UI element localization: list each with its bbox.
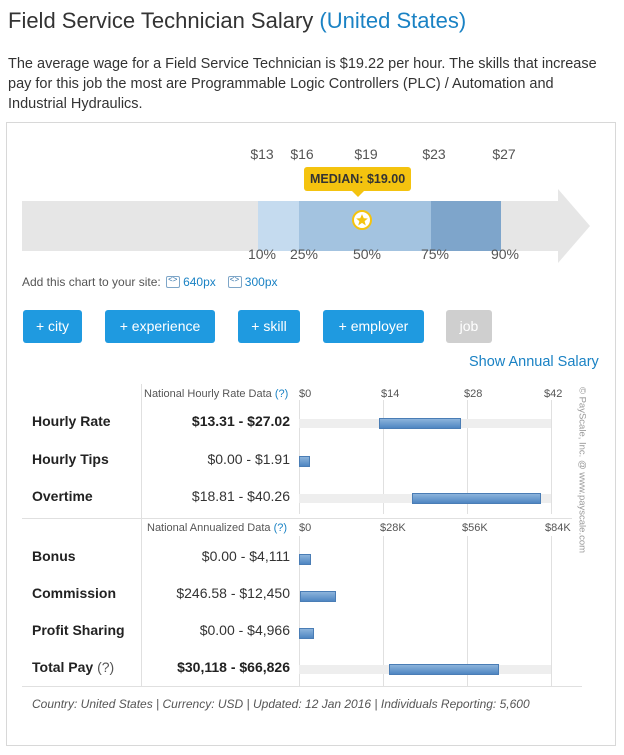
- embed-300-link[interactable]: 300px: [244, 275, 278, 289]
- annual-axis-1: $28K: [380, 522, 406, 534]
- embed-640-link[interactable]: 640px: [183, 275, 216, 289]
- pct-label-10: 10%: [247, 246, 277, 262]
- gridline: [551, 536, 552, 686]
- row-total-pay-range: $30,118 - $66,826: [177, 659, 290, 675]
- row-commission-label: Commission: [32, 585, 117, 601]
- row-hourly-tips-range: $0.00 - $1.91: [207, 451, 290, 467]
- filter-job-button: job: [446, 310, 492, 343]
- hourly-axis-2: $28: [464, 388, 483, 400]
- segment-p10-p25: [258, 201, 299, 251]
- hourly-section-heading: National Hourly Rate Data (?): [144, 388, 289, 400]
- median-star-icon: [352, 210, 372, 230]
- gridline: [383, 536, 384, 686]
- hourly-axis-0: $0: [299, 388, 312, 400]
- row-commission-range: $246.58 - $12,450: [176, 585, 290, 601]
- hourly-axis-1: $14: [381, 388, 400, 400]
- pct-money-10: $13: [250, 146, 274, 162]
- footer-meta: Country: United States | Currency: USD |…: [32, 697, 530, 711]
- row-hourly-tips-label: Hourly Tips: [32, 451, 109, 467]
- row-hourly-rate-range: $13.31 - $27.02: [191, 413, 290, 429]
- percentile-arrow-head: [558, 189, 590, 263]
- add-chart-text: Add this chart to your site:: [22, 275, 161, 289]
- add-chart-row: Add this chart to your site: 640px 300px: [22, 275, 278, 289]
- row-hourly-tips-bar: [299, 456, 311, 467]
- embed-code-icon[interactable]: [227, 275, 242, 288]
- embed-code-icon[interactable]: [166, 275, 181, 288]
- pct-money-25: $16: [290, 146, 314, 162]
- row-hourly-rate-label: Hourly Rate: [32, 413, 111, 429]
- segment-p75-p90: [431, 201, 501, 251]
- pct-money-50: $19: [354, 146, 378, 162]
- filter-city-button[interactable]: + city: [23, 310, 82, 343]
- annual-section-heading: National Annualized Data (?): [147, 522, 288, 534]
- pct-label-50: 50%: [352, 246, 382, 262]
- row-overtime-bar: [411, 493, 541, 504]
- annual-help-link[interactable]: (?): [273, 522, 288, 534]
- copyright-notice: © PayScale, Inc. @ www.payscale.com: [576, 386, 588, 554]
- hourly-axis-3: $42: [544, 388, 563, 400]
- gridline: [467, 536, 468, 686]
- row-overtime-range: $18.81 - $40.26: [191, 488, 290, 504]
- row-bonus-range: $0.00 - $4,111: [201, 548, 290, 564]
- gridline: [551, 400, 552, 514]
- title-job: Field Service Technician Salary: [8, 8, 314, 33]
- pct-label-90: 90%: [490, 246, 520, 262]
- title-location-link[interactable]: (United States): [319, 8, 467, 33]
- page-title: Field Service Technician Salary (United …: [8, 8, 466, 34]
- pct-money-90: $27: [492, 146, 516, 162]
- footer-divider: [22, 686, 582, 687]
- row-bonus-bar: [299, 554, 312, 565]
- annual-axis-3: $84K: [545, 522, 571, 534]
- row-total-pay-bar: [389, 664, 500, 675]
- row-profit-sharing-range: $0.00 - $4,966: [199, 622, 290, 638]
- filter-skill-button[interactable]: + skill: [238, 310, 300, 343]
- show-annual-salary-link[interactable]: Show Annual Salary: [469, 354, 599, 370]
- row-commission-bar: [299, 591, 337, 602]
- hourly-help-link[interactable]: (?): [274, 388, 289, 400]
- annual-axis-0: $0: [299, 522, 312, 534]
- section-divider: [22, 518, 572, 519]
- annual-axis-2: $56K: [462, 522, 488, 534]
- row-hourly-rate-bar: [378, 418, 462, 429]
- gridline: [383, 400, 384, 514]
- row-profit-sharing-bar: [299, 628, 314, 639]
- salary-description: The average wage for a Field Service Tec…: [8, 56, 597, 112]
- filter-experience-button[interactable]: + experience: [105, 310, 215, 343]
- row-total-pay-label: Total Pay (?): [32, 659, 115, 675]
- row-overtime-label: Overtime: [32, 488, 93, 504]
- median-tag: MEDIAN: $19.00: [304, 167, 412, 197]
- pct-label-75: 75%: [420, 246, 450, 262]
- pct-money-75: $23: [422, 146, 446, 162]
- pct-label-25: 25%: [289, 246, 319, 262]
- filter-employer-button[interactable]: + employer: [323, 310, 424, 343]
- row-profit-sharing-label: Profit Sharing: [32, 622, 125, 638]
- total-pay-help-link[interactable]: (?): [97, 659, 115, 675]
- gridline: [299, 536, 300, 686]
- table-divider: [141, 384, 142, 686]
- gridline: [467, 400, 468, 514]
- row-bonus-label: Bonus: [32, 548, 76, 564]
